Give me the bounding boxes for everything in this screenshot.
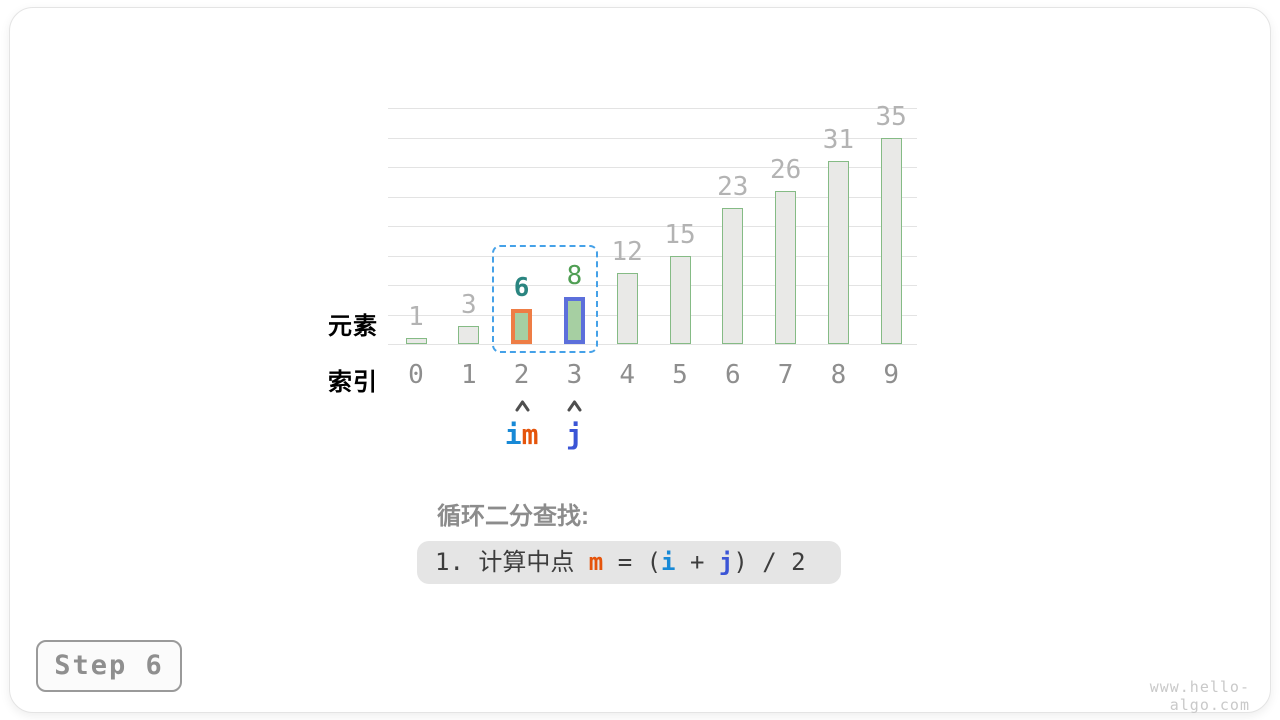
- value-label: 31: [822, 125, 855, 156]
- value-label: 3: [460, 290, 477, 321]
- pointer-label: im: [477, 420, 567, 450]
- pointer-label: j: [529, 420, 619, 450]
- pointer-label-part: i: [504, 418, 522, 451]
- value-label: 35: [875, 101, 907, 132]
- bar: [722, 208, 744, 344]
- bar: [827, 161, 849, 344]
- gridline: [388, 344, 917, 345]
- value-label: 12: [611, 237, 643, 268]
- value-label: 26: [769, 154, 802, 185]
- gridline: [388, 285, 917, 286]
- bar: [405, 338, 427, 344]
- bar: [669, 255, 691, 344]
- value-label: 6: [513, 272, 530, 303]
- formula-segment: ) / 2: [733, 548, 806, 576]
- value-label: 8: [566, 260, 583, 291]
- index-label: 9: [883, 360, 900, 390]
- gridline: [388, 226, 917, 227]
- index-label: 4: [619, 360, 636, 390]
- bar: [616, 273, 638, 344]
- gridline: [388, 314, 917, 316]
- formula-segment: m: [588, 548, 604, 576]
- gridline: [388, 167, 917, 168]
- formula-box: 1. 计算中点 m = (i + j) / 2: [417, 541, 841, 584]
- index-label: 0: [408, 360, 424, 390]
- gridline: [388, 196, 917, 198]
- formula-segment: +: [675, 548, 719, 576]
- bar: [458, 326, 480, 344]
- formula-segment: = (: [603, 548, 662, 576]
- selection-box: [492, 245, 598, 353]
- index-label: 6: [724, 360, 741, 390]
- formula-segment: j: [718, 548, 734, 576]
- pointer-label-part: j: [565, 418, 583, 451]
- index-label: 5: [672, 360, 688, 390]
- index-label: 2: [513, 360, 530, 390]
- gridline: [388, 108, 917, 109]
- gridline: [388, 255, 917, 257]
- formula-segment: 1. 计算中点: [435, 548, 589, 576]
- pointer-arrow-icon: [567, 398, 582, 412]
- formula-text: 1. 计算中点 m = (i + j) / 2: [435, 541, 806, 584]
- bar-highlighted: [511, 308, 533, 344]
- value-label: 15: [664, 219, 696, 250]
- pointer-label-part: m: [521, 418, 539, 451]
- gridline: [388, 137, 917, 139]
- element-row-label: 元素: [328, 313, 378, 340]
- index-label: 7: [777, 360, 794, 390]
- value-label: 1: [408, 302, 424, 333]
- bar-highlighted: [563, 296, 585, 344]
- watermark: www.hello-algo.com: [1149, 678, 1250, 714]
- formula-segment: i: [661, 548, 676, 576]
- figure-card: [9, 7, 1271, 713]
- bar: [775, 190, 797, 344]
- step-badge: Step 6: [36, 640, 182, 692]
- pointer-arrow-icon: [515, 398, 530, 412]
- index-label: 3: [566, 360, 583, 390]
- index-label: 8: [830, 360, 847, 390]
- bar: [880, 137, 902, 344]
- index-label: 1: [460, 360, 477, 390]
- caption-loop-binary-search: 循环二分查找:: [437, 503, 589, 530]
- index-row-label: 索引: [328, 369, 378, 396]
- value-label: 23: [717, 172, 749, 203]
